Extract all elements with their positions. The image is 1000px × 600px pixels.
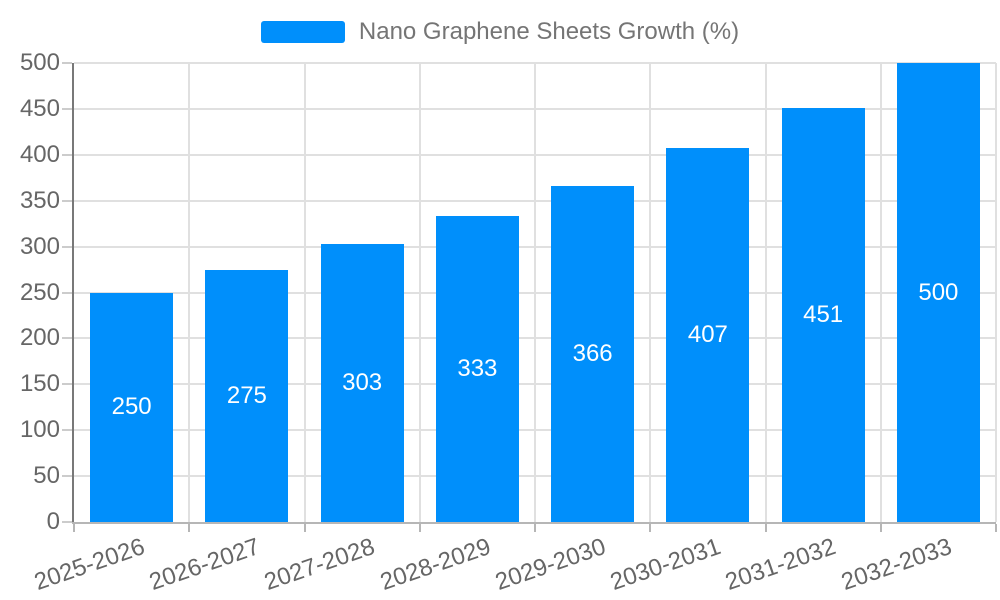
x-tick-label: 2029-2030 <box>491 533 610 596</box>
gridline-vertical <box>764 63 767 522</box>
x-axis-tick <box>534 524 536 532</box>
y-tick-label: 400 <box>19 140 60 168</box>
x-axis-tick <box>764 524 767 532</box>
bar-value-label: 451 <box>803 300 844 328</box>
plot-area: 250 275 303 333 366 407 451 500 0 50 100 150 200 250 3… <box>20 49 997 596</box>
x-axis-tick <box>649 524 652 532</box>
bar-value-label: 500 <box>918 278 959 306</box>
gridline-vertical <box>418 63 421 522</box>
x-axis-tick <box>303 524 306 532</box>
y-tick-label: 300 <box>19 232 60 260</box>
y-axis-line <box>72 63 74 522</box>
legend-item[interactable]: Nano Graphene Sheets Growth (%) <box>0 19 1000 45</box>
gridline-vertical <box>649 63 652 522</box>
y-axis-tick <box>62 521 72 523</box>
y-tick-label: 100 <box>19 416 60 444</box>
gridline-vertical <box>188 63 191 522</box>
x-axis-line <box>72 522 996 524</box>
legend-label: Nano Graphene Sheets Growth (%) <box>358 18 740 45</box>
legend-marker <box>260 21 345 43</box>
x-axis-tick <box>73 524 75 532</box>
x-tick-label: 2026-2027 <box>146 533 264 596</box>
gridline-vertical <box>995 63 997 522</box>
gridline-vertical <box>303 63 306 522</box>
y-axis-tick <box>62 291 72 294</box>
bar-value-label: 366 <box>572 340 613 367</box>
y-tick-label: 150 <box>19 370 60 398</box>
y-axis-tick <box>62 199 72 202</box>
y-tick-label: 200 <box>19 324 60 352</box>
gridline-vertical <box>879 63 882 522</box>
bar[interactable] <box>435 216 519 522</box>
x-axis-tick <box>418 524 421 532</box>
bar[interactable] <box>666 148 750 522</box>
y-axis-tick <box>62 153 72 156</box>
bar[interactable] <box>896 63 980 522</box>
y-axis-tick <box>62 429 72 432</box>
x-axis-tick <box>995 524 997 532</box>
y-axis-tick <box>62 475 72 478</box>
bar[interactable] <box>320 243 404 522</box>
bar[interactable] <box>781 107 865 522</box>
y-axis-tick <box>62 337 72 340</box>
y-axis-tick <box>62 107 72 110</box>
y-axis-tick <box>62 245 72 248</box>
bar[interactable] <box>551 186 635 522</box>
y-tick-label: 50 <box>33 462 60 490</box>
gridline-vertical <box>534 63 536 522</box>
bar[interactable] <box>205 269 289 522</box>
y-axis-tick <box>62 383 72 386</box>
x-tick-label: 2025-2026 <box>30 533 149 596</box>
y-axis-tick <box>62 62 72 64</box>
bar-value-label: 333 <box>457 355 498 383</box>
x-tick-label: 2028-2029 <box>376 533 494 596</box>
bar[interactable] <box>90 292 174 522</box>
x-tick-label: 2027-2028 <box>261 533 379 596</box>
x-tick-label: 2032-2033 <box>837 533 955 596</box>
y-tick-label: 0 <box>46 508 60 535</box>
bar-value-label: 250 <box>111 393 152 421</box>
y-tick-label: 500 <box>19 49 60 76</box>
y-tick-label: 450 <box>19 94 60 122</box>
y-tick-label: 350 <box>19 186 60 214</box>
x-axis-tick <box>188 524 191 532</box>
bar-value-label: 275 <box>226 381 267 409</box>
y-tick-label: 250 <box>19 278 60 306</box>
bar-value-label: 407 <box>687 321 728 349</box>
x-axis-tick <box>879 524 882 532</box>
x-tick-label: 2031-2032 <box>722 533 840 596</box>
bar-value-label: 303 <box>342 368 383 396</box>
x-tick-label: 2030-2031 <box>607 533 725 596</box>
